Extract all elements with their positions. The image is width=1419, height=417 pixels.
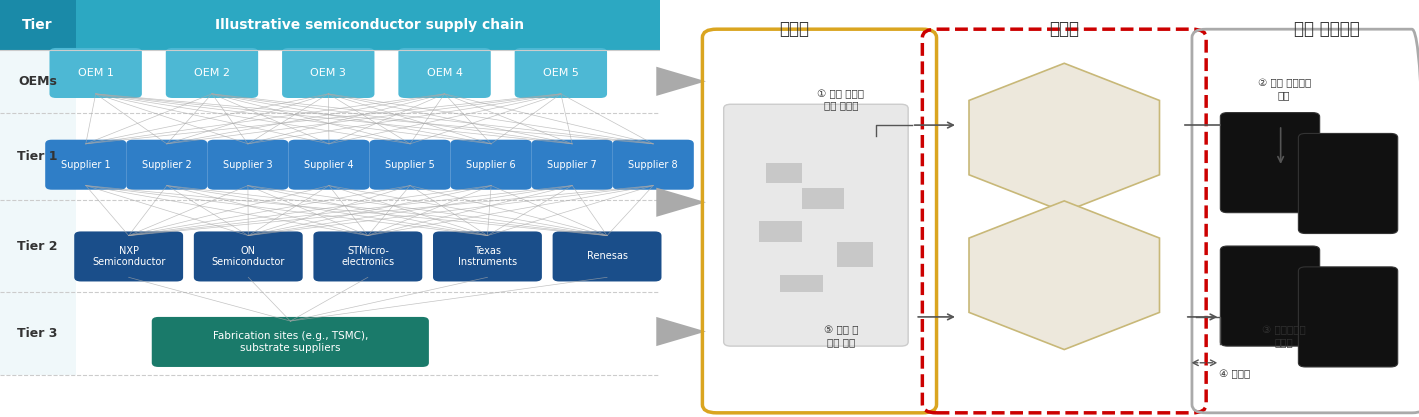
Text: Tier 1: Tier 1 bbox=[17, 150, 58, 163]
FancyBboxPatch shape bbox=[724, 104, 908, 346]
Text: ③ 디지털트윈
업로드: ③ 디지털트윈 업로드 bbox=[1263, 325, 1305, 347]
FancyBboxPatch shape bbox=[433, 231, 542, 281]
Text: ② 개별 엔지니어
주문: ② 개별 엔지니어 주문 bbox=[1257, 78, 1311, 100]
FancyBboxPatch shape bbox=[802, 188, 844, 208]
Text: ① 설계 디지털
트윈 업로드: ① 설계 디지털 트윈 업로드 bbox=[817, 89, 864, 111]
FancyBboxPatch shape bbox=[0, 0, 660, 50]
Text: Supplier 6: Supplier 6 bbox=[467, 160, 517, 170]
Text: Supplier 1: Supplier 1 bbox=[61, 160, 111, 170]
FancyBboxPatch shape bbox=[0, 200, 75, 292]
Text: Tier 3: Tier 3 bbox=[17, 327, 58, 340]
FancyBboxPatch shape bbox=[532, 140, 613, 190]
Text: Supplier 2: Supplier 2 bbox=[142, 160, 192, 170]
Polygon shape bbox=[656, 188, 707, 217]
FancyBboxPatch shape bbox=[282, 48, 375, 98]
FancyBboxPatch shape bbox=[837, 242, 873, 267]
Text: Fabrication sites (e.g., TSMC),
substrate suppliers: Fabrication sites (e.g., TSMC), substrat… bbox=[213, 331, 368, 353]
Text: NXP
Semiconductor: NXP Semiconductor bbox=[92, 246, 166, 267]
Text: OEM 2: OEM 2 bbox=[194, 68, 230, 78]
FancyBboxPatch shape bbox=[450, 140, 532, 190]
FancyBboxPatch shape bbox=[369, 140, 451, 190]
Text: Supplier 5: Supplier 5 bbox=[385, 160, 434, 170]
Text: STMicro-
electronics: STMicro- electronics bbox=[342, 246, 394, 267]
Text: 플랫폼: 플랫폼 bbox=[1049, 20, 1080, 38]
FancyBboxPatch shape bbox=[0, 50, 75, 113]
Text: OEM 5: OEM 5 bbox=[543, 68, 579, 78]
FancyBboxPatch shape bbox=[399, 48, 491, 98]
Text: Tier 2: Tier 2 bbox=[17, 239, 58, 253]
Text: Supplier 4: Supplier 4 bbox=[304, 160, 353, 170]
Text: Texas
Instruments: Texas Instruments bbox=[458, 246, 517, 267]
FancyBboxPatch shape bbox=[613, 140, 694, 190]
Text: ON
Semiconductor: ON Semiconductor bbox=[211, 246, 285, 267]
FancyBboxPatch shape bbox=[126, 140, 207, 190]
FancyBboxPatch shape bbox=[1298, 133, 1398, 234]
Polygon shape bbox=[969, 63, 1159, 212]
FancyBboxPatch shape bbox=[0, 113, 75, 200]
FancyBboxPatch shape bbox=[288, 140, 369, 190]
Text: Supplier 3: Supplier 3 bbox=[223, 160, 272, 170]
Text: OEM 1: OEM 1 bbox=[78, 68, 114, 78]
FancyBboxPatch shape bbox=[314, 231, 423, 281]
Polygon shape bbox=[656, 317, 707, 346]
FancyBboxPatch shape bbox=[45, 140, 126, 190]
Text: Tier: Tier bbox=[23, 18, 53, 32]
Text: 제조사: 제조사 bbox=[779, 20, 810, 38]
FancyBboxPatch shape bbox=[1298, 267, 1398, 367]
Text: Renesas: Renesas bbox=[586, 251, 627, 261]
Text: Illustrative semiconductor supply chain: Illustrative semiconductor supply chain bbox=[214, 18, 524, 32]
Text: OEM 3: OEM 3 bbox=[311, 68, 346, 78]
FancyBboxPatch shape bbox=[0, 0, 75, 50]
Text: 개별 엔지니어: 개별 엔지니어 bbox=[1294, 20, 1359, 38]
Text: ④ 피드백: ④ 피드백 bbox=[1219, 369, 1250, 379]
Polygon shape bbox=[656, 67, 707, 96]
Text: OEMs: OEMs bbox=[18, 75, 57, 88]
FancyBboxPatch shape bbox=[152, 317, 429, 367]
FancyBboxPatch shape bbox=[1220, 246, 1320, 346]
FancyBboxPatch shape bbox=[552, 231, 661, 281]
FancyBboxPatch shape bbox=[0, 292, 75, 375]
FancyBboxPatch shape bbox=[50, 48, 142, 98]
FancyBboxPatch shape bbox=[166, 48, 258, 98]
Text: Supplier 7: Supplier 7 bbox=[548, 160, 597, 170]
FancyBboxPatch shape bbox=[780, 275, 823, 292]
FancyBboxPatch shape bbox=[74, 231, 183, 281]
Text: Supplier 8: Supplier 8 bbox=[629, 160, 678, 170]
FancyBboxPatch shape bbox=[207, 140, 288, 190]
Polygon shape bbox=[969, 201, 1159, 349]
FancyBboxPatch shape bbox=[1220, 113, 1320, 213]
Text: OEM 4: OEM 4 bbox=[427, 68, 463, 78]
FancyBboxPatch shape bbox=[766, 163, 802, 183]
FancyBboxPatch shape bbox=[515, 48, 607, 98]
FancyBboxPatch shape bbox=[194, 231, 302, 281]
Text: ⑤ 결합 및
설계 완료: ⑤ 결합 및 설계 완료 bbox=[823, 325, 858, 347]
FancyBboxPatch shape bbox=[759, 221, 802, 242]
